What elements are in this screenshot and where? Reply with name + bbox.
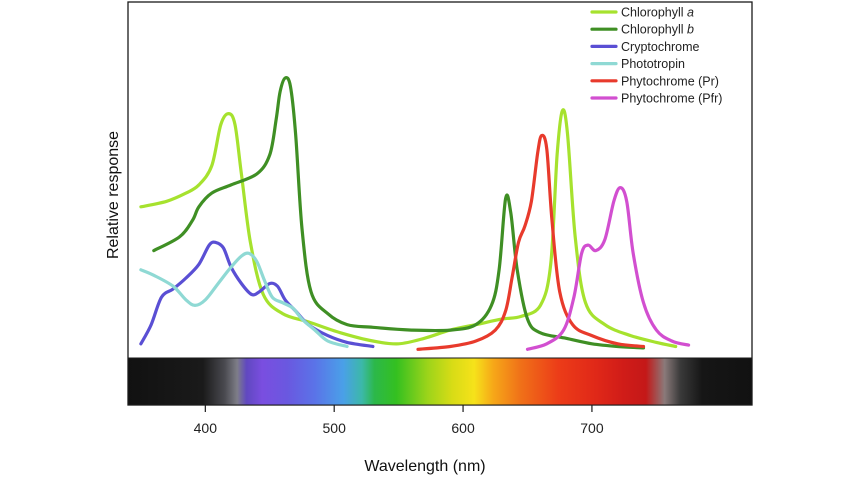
- spectrum-bar: [127, 357, 753, 406]
- x-tick-label: 600: [451, 420, 475, 436]
- legend-label-phytochrome-pfr: Phytochrome (Pfr): [621, 92, 722, 106]
- series-line-chlorophyll-a: [139, 108, 678, 349]
- series-line-phytochrome-pr: [416, 133, 646, 351]
- legend-label-phototropin: Phototropin: [621, 57, 685, 71]
- x-tick-label: 500: [323, 420, 347, 436]
- legend-label-phytochrome-pr: Phytochrome (Pr): [621, 74, 719, 88]
- legend-label-chlorophyll-b: Chlorophyll b: [621, 23, 694, 37]
- series-line-chlorophyll-b: [152, 76, 646, 350]
- y-axis-title: Relative response: [105, 131, 122, 259]
- x-tick-label: 700: [580, 420, 604, 436]
- x-axis-title: Wavelength (nm): [364, 458, 485, 475]
- series-line-phototropin: [139, 251, 349, 349]
- legend-label-chlorophyll-a: Chlorophyll a: [621, 6, 694, 20]
- series-line-phytochrome-pfr: [525, 186, 691, 351]
- legend-label-cryptochrome: Cryptochrome: [621, 40, 700, 54]
- x-tick-label: 400: [194, 420, 218, 436]
